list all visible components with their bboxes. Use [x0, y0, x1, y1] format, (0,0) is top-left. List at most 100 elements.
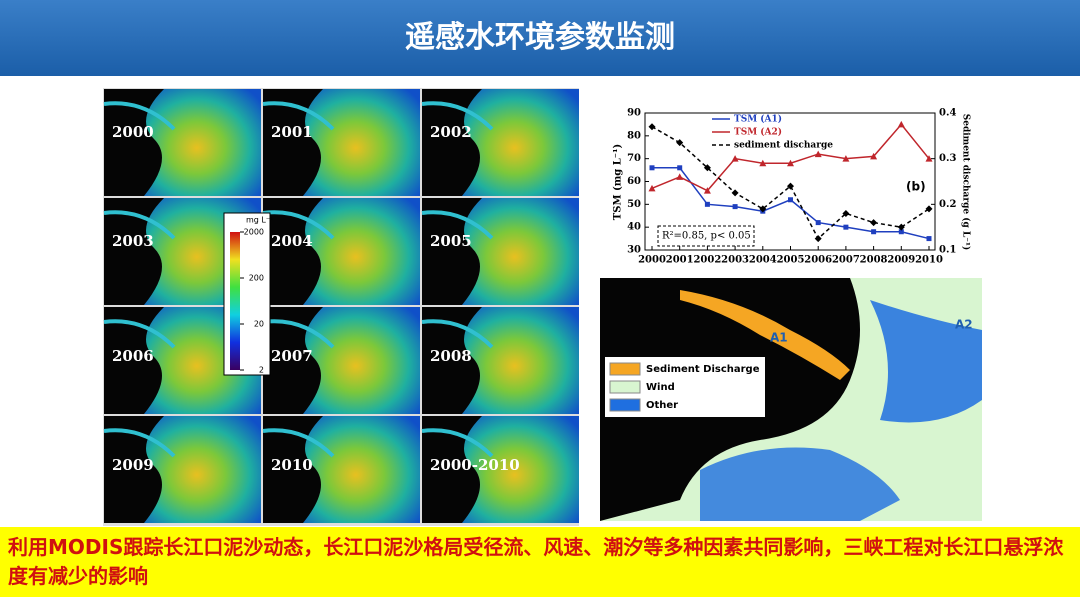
- legend-label: Wind: [646, 382, 675, 393]
- caption-box: 利用MODIS跟踪长江口泥沙动态，长江口泥沙格局受径流、风速、潮汐等多种因素共同…: [0, 527, 1080, 597]
- panel-label: 2005: [430, 232, 472, 250]
- panel-label: 2009: [112, 456, 154, 474]
- marker: [649, 165, 655, 171]
- legend-swatch: [609, 380, 641, 394]
- y2-tick-label: 0.2: [939, 199, 956, 210]
- panel-label: 2000: [112, 123, 154, 141]
- water-area: [303, 198, 420, 305]
- marker: [925, 205, 933, 213]
- marker: [814, 150, 822, 158]
- marker: [759, 159, 767, 167]
- water-area: [462, 307, 579, 414]
- marker: [648, 184, 656, 192]
- y-tick-label: 70: [627, 153, 641, 164]
- river: [421, 101, 494, 131]
- y2-axis-label: Sediment discharge (g L⁻¹): [961, 114, 972, 251]
- marker: [815, 220, 821, 226]
- marker: [925, 155, 933, 162]
- y-tick-label: 80: [627, 130, 641, 141]
- annotation-box: [657, 225, 755, 247]
- x-tick-label: 2000: [638, 255, 666, 266]
- map-label: A1: [770, 331, 788, 345]
- marker: [842, 209, 850, 217]
- x-tick-label: 2008: [860, 255, 888, 266]
- caption: 利用MODIS跟踪长江口泥沙动态，长江口泥沙格局受径流、风速、潮汐等多种因素共同…: [8, 535, 1064, 588]
- legend-swatch: [609, 398, 641, 412]
- y-axis-label: TSM (mg L⁻¹): [613, 144, 624, 220]
- y-tick-label: 40: [627, 222, 641, 233]
- river: [262, 210, 335, 240]
- x-tick-label: 2004: [749, 255, 777, 266]
- marker: [732, 204, 738, 210]
- y-tick-label: 60: [627, 176, 641, 187]
- sediment-plume: [680, 290, 850, 380]
- panel-label: 2007: [271, 347, 313, 365]
- x-tick-label: 2007: [832, 255, 860, 266]
- water-area: [303, 89, 420, 196]
- panel-label: 2003: [112, 232, 154, 250]
- colorbar-tick-label: 2: [259, 366, 264, 375]
- water-area: [462, 416, 579, 523]
- marker: [676, 173, 684, 180]
- series-line: [651, 126, 930, 240]
- marker: [926, 236, 932, 242]
- y2-tick-label: 0.1: [939, 245, 956, 256]
- x-tick-label: 2002: [693, 255, 721, 266]
- colorbar: [230, 232, 240, 370]
- marker: [703, 164, 711, 172]
- panel-label: 2000-2010: [430, 456, 520, 474]
- legend-label: sediment discharge: [734, 141, 833, 151]
- colorbar-tick-label: 2000: [244, 228, 264, 237]
- river: [103, 319, 176, 349]
- marker: [731, 189, 739, 197]
- panel-label: 2006: [112, 347, 154, 365]
- panel-label: 2004: [271, 232, 313, 250]
- marker: [676, 139, 684, 147]
- marker: [704, 201, 710, 207]
- x-tick-label: 2003: [721, 255, 749, 266]
- marker: [870, 152, 878, 160]
- marker: [787, 182, 794, 190]
- marker: [759, 205, 767, 213]
- river: [421, 428, 494, 458]
- x-tick-label: 2001: [666, 255, 694, 266]
- water-area: [144, 89, 261, 196]
- colorbar-tick-label: 200: [249, 274, 264, 283]
- marker: [843, 224, 849, 230]
- legend-label: Sediment Discharge: [646, 364, 760, 375]
- marker: [703, 187, 711, 194]
- marker: [871, 229, 877, 235]
- marker: [677, 165, 683, 171]
- river: [262, 428, 335, 458]
- annotation: R²=0.85, p< 0.05: [662, 231, 751, 242]
- y-tick-label: 30: [627, 245, 641, 256]
- panel-label: 2010: [271, 456, 313, 474]
- marker: [842, 155, 850, 162]
- marker: [870, 219, 878, 227]
- colorbar-title: mg L⁻¹: [246, 216, 273, 225]
- panel-label: 2001: [271, 123, 313, 141]
- water-area: [462, 89, 579, 196]
- legend-label: TSM (A2): [734, 127, 782, 138]
- water-area: [144, 416, 261, 523]
- other-region: [870, 300, 982, 423]
- marker: [788, 197, 793, 203]
- marker: [787, 159, 794, 167]
- legend-label: TSM (A1): [734, 114, 782, 125]
- marker: [814, 235, 822, 243]
- other-region: [700, 447, 900, 521]
- river: [103, 101, 176, 131]
- marker: [648, 123, 656, 131]
- x-tick-label: 2010: [915, 255, 943, 266]
- x-tick-label: 2009: [887, 255, 915, 266]
- marker: [897, 223, 905, 231]
- colorbar-tick-label: 20: [254, 320, 264, 329]
- river: [421, 210, 494, 240]
- water-area: [303, 307, 420, 414]
- legend-swatch: [609, 362, 641, 376]
- y-tick-label: 90: [627, 108, 641, 119]
- river: [103, 210, 176, 240]
- y2-tick-label: 0.4: [939, 108, 956, 119]
- marker: [897, 120, 905, 128]
- panel-label: 2008: [430, 347, 472, 365]
